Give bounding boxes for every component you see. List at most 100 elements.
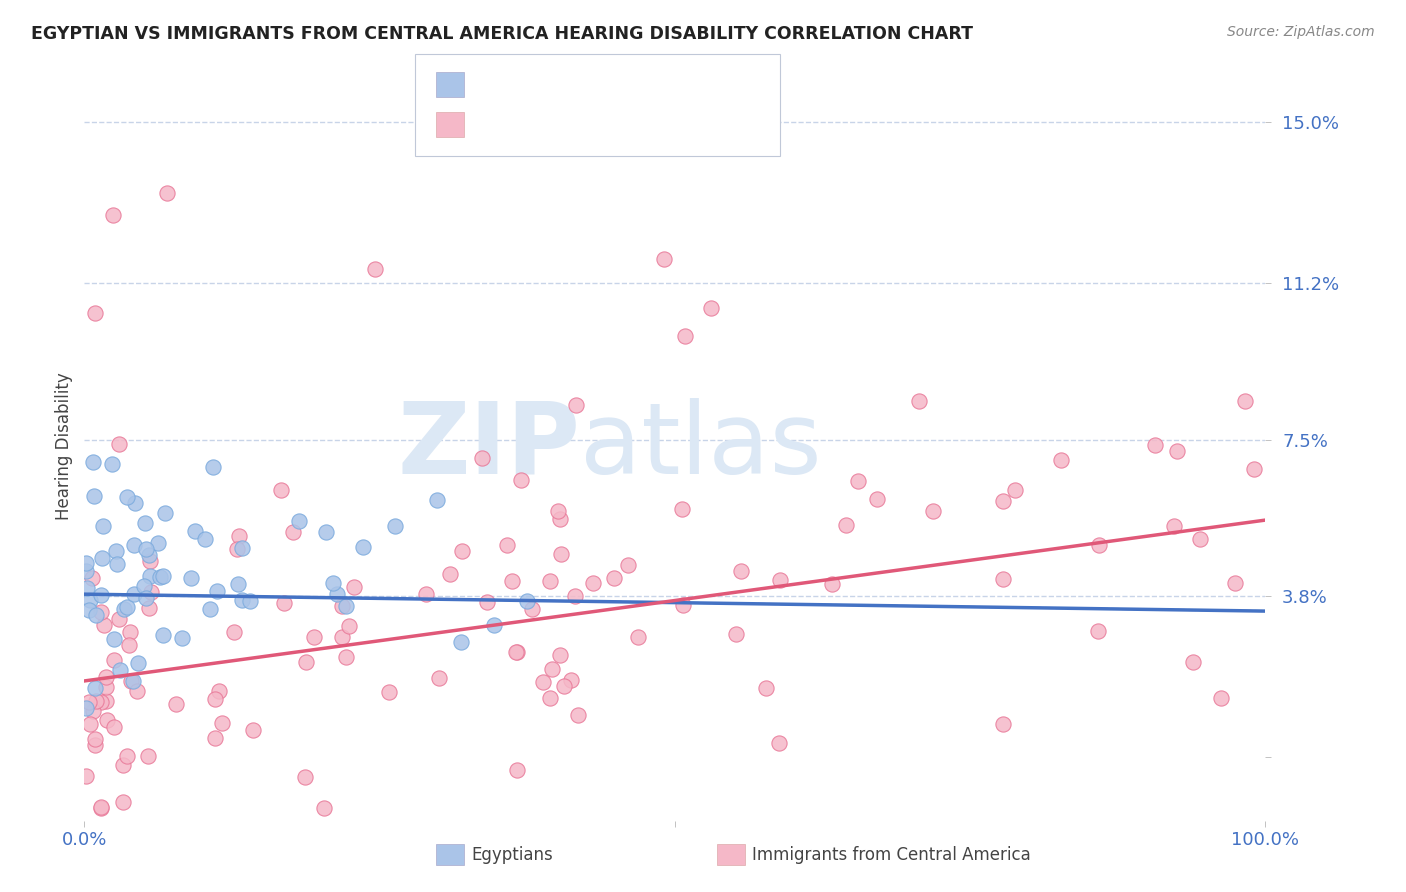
- Point: [302, 630, 325, 644]
- Point: [1182, 655, 1205, 669]
- Point: [1223, 575, 1246, 590]
- Point: [96, 713, 118, 727]
- Point: [124, 587, 146, 601]
- Point: [222, 625, 245, 640]
- Point: [426, 492, 449, 507]
- Point: [120, 673, 142, 688]
- Point: [152, 569, 174, 583]
- Point: [553, 679, 575, 693]
- Point: [122, 673, 145, 688]
- Point: [100, 457, 122, 471]
- Point: [560, 673, 582, 688]
- Point: [565, 398, 588, 412]
- Point: [547, 503, 569, 517]
- Point: [335, 650, 357, 665]
- Point: [294, 770, 316, 784]
- Point: [377, 685, 399, 699]
- Point: [201, 459, 224, 474]
- Point: [471, 451, 494, 466]
- Point: [700, 301, 723, 315]
- Point: [75, 556, 97, 570]
- Point: [79, 717, 101, 731]
- Point: [627, 630, 650, 644]
- Point: [111, 757, 134, 772]
- Text: R = -0.028   N=  59: R = -0.028 N= 59: [471, 76, 671, 94]
- Text: atlas: atlas: [581, 398, 823, 494]
- Point: [495, 538, 517, 552]
- Point: [450, 634, 472, 648]
- Point: [90, 588, 112, 602]
- Point: [335, 599, 357, 614]
- Point: [520, 602, 543, 616]
- Point: [198, 602, 221, 616]
- Text: EGYPTIAN VS IMMIGRANTS FROM CENTRAL AMERICA HEARING DISABILITY CORRELATION CHART: EGYPTIAN VS IMMIGRANTS FROM CENTRAL AMER…: [31, 25, 973, 43]
- Point: [506, 763, 529, 777]
- Point: [755, 681, 778, 696]
- Point: [90, 801, 112, 815]
- Point: [273, 596, 295, 610]
- Point: [148, 536, 170, 550]
- Point: [208, 684, 231, 698]
- Point: [538, 574, 561, 588]
- Point: [564, 589, 586, 603]
- Point: [270, 483, 292, 498]
- Point: [1087, 624, 1109, 638]
- Point: [548, 648, 571, 663]
- Point: [139, 554, 162, 568]
- Point: [103, 720, 125, 734]
- Point: [124, 496, 146, 510]
- Point: [1050, 452, 1073, 467]
- Point: [768, 736, 790, 750]
- Point: [991, 572, 1014, 586]
- Point: [548, 512, 571, 526]
- Point: [204, 731, 226, 746]
- Point: [79, 592, 101, 607]
- Text: ZIP: ZIP: [398, 398, 581, 494]
- Point: [83, 489, 105, 503]
- Point: [108, 612, 131, 626]
- Point: [226, 542, 249, 557]
- Point: [80, 570, 103, 584]
- Point: [134, 516, 156, 530]
- Point: [105, 544, 128, 558]
- Point: [101, 208, 124, 222]
- Point: [91, 550, 114, 565]
- Point: [1166, 444, 1188, 458]
- Point: [991, 494, 1014, 508]
- Point: [170, 631, 193, 645]
- Point: [136, 748, 159, 763]
- Point: [184, 524, 207, 539]
- Point: [90, 695, 112, 709]
- Point: [75, 768, 97, 782]
- Point: [82, 454, 104, 468]
- Point: [429, 671, 451, 685]
- Point: [84, 681, 107, 696]
- Point: [84, 608, 107, 623]
- Point: [671, 501, 693, 516]
- Point: [93, 617, 115, 632]
- Point: [567, 707, 589, 722]
- Point: [724, 627, 747, 641]
- Point: [103, 653, 125, 667]
- Point: [226, 576, 249, 591]
- Point: [84, 694, 107, 708]
- Point: [541, 662, 564, 676]
- Point: [139, 584, 162, 599]
- Point: [239, 594, 262, 608]
- Point: [617, 558, 640, 572]
- Point: [115, 491, 138, 505]
- Point: [439, 566, 461, 581]
- Text: Egyptians: Egyptians: [471, 846, 553, 863]
- Point: [112, 795, 135, 809]
- Point: [112, 602, 135, 616]
- Point: [326, 587, 349, 601]
- Point: [1233, 394, 1256, 409]
- Point: [1088, 538, 1111, 552]
- Point: [510, 473, 533, 487]
- Point: [204, 691, 226, 706]
- Point: [846, 474, 869, 488]
- Point: [550, 547, 572, 561]
- Point: [603, 571, 626, 585]
- Point: [118, 638, 141, 652]
- Point: [153, 506, 176, 520]
